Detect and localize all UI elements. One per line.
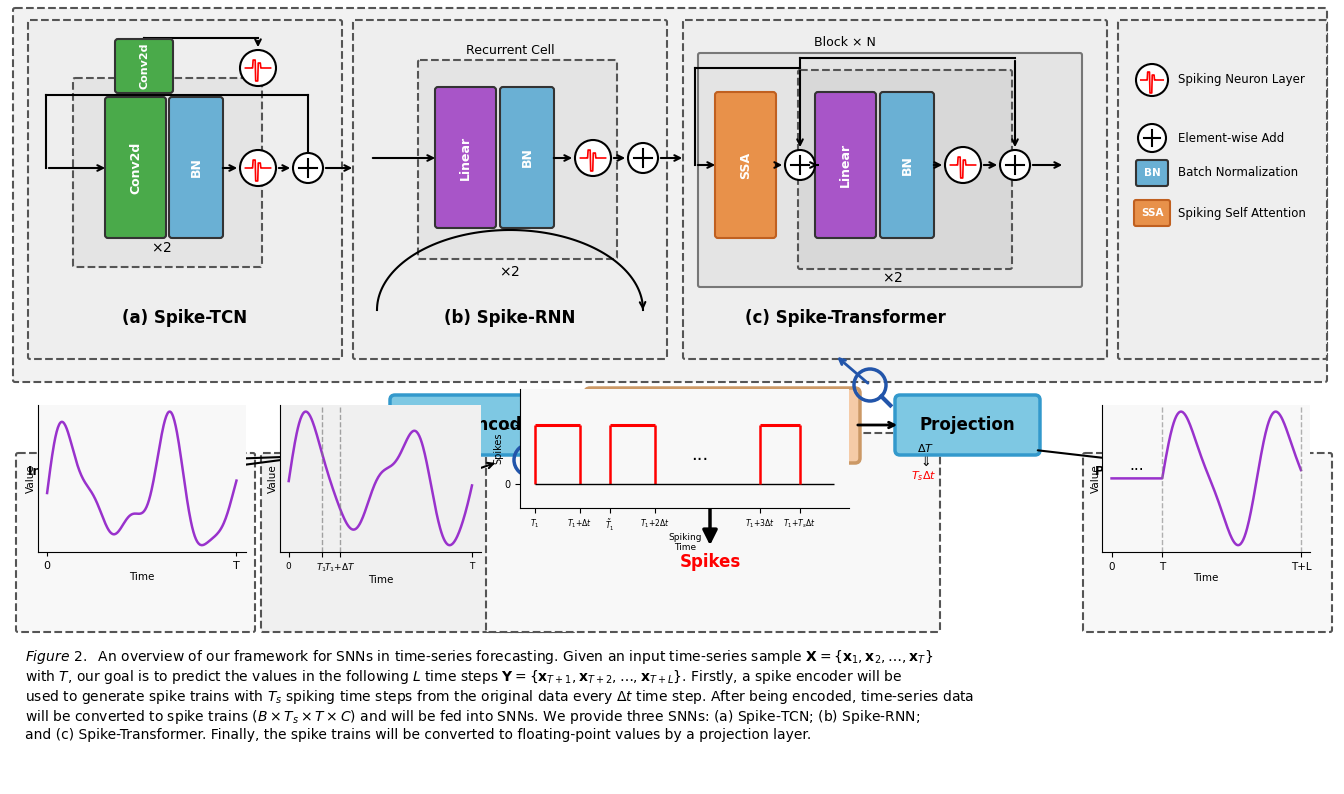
Text: (a) Spike-TCN: (a) Spike-TCN [122, 309, 247, 327]
Text: Projection: Projection [919, 416, 1015, 434]
Circle shape [293, 153, 323, 183]
Text: $\Delta T$: $\Delta T$ [918, 442, 934, 454]
Text: $\times$2: $\times$2 [152, 241, 172, 255]
FancyBboxPatch shape [585, 388, 860, 463]
FancyBboxPatch shape [435, 87, 496, 228]
FancyBboxPatch shape [698, 53, 1082, 287]
Text: Spiking Models: Spiking Models [621, 413, 824, 437]
FancyBboxPatch shape [353, 20, 667, 359]
Text: Conv2d: Conv2d [129, 141, 142, 194]
FancyBboxPatch shape [1136, 160, 1168, 186]
Text: $\times$2: $\times$2 [500, 265, 520, 279]
Circle shape [785, 150, 814, 180]
Text: with $T$, our goal is to predict the values in the following $L$ time steps $\ma: with $T$, our goal is to predict the val… [26, 668, 902, 686]
Y-axis label: Spikes: Spikes [493, 433, 503, 464]
FancyBboxPatch shape [715, 92, 775, 238]
Text: Prediction: Prediction [1095, 465, 1167, 478]
Text: Floating-point Data: Floating-point Data [637, 484, 784, 496]
Text: BN: BN [190, 157, 203, 177]
Circle shape [945, 147, 981, 183]
Text: $\Downarrow$: $\Downarrow$ [918, 456, 930, 468]
Text: SSA: SSA [739, 152, 753, 179]
Y-axis label: Value: Value [1091, 464, 1101, 493]
Circle shape [628, 143, 659, 173]
Circle shape [241, 50, 276, 86]
FancyBboxPatch shape [895, 395, 1040, 455]
Text: and (c) Spike-Transformer. Finally, the spike trains will be converted to floati: and (c) Spike-Transformer. Finally, the … [26, 728, 812, 742]
Text: SSA: SSA [1141, 208, 1164, 218]
Y-axis label: Value: Value [269, 464, 278, 493]
Text: Spikes: Spikes [679, 553, 741, 571]
FancyBboxPatch shape [73, 78, 262, 267]
FancyBboxPatch shape [683, 20, 1107, 359]
Y-axis label: Value: Value [27, 464, 36, 493]
Text: will be converted to spike trains ($B \times T_s \times T \times C$) and will be: will be converted to spike trains ($B \t… [26, 708, 921, 726]
FancyBboxPatch shape [418, 60, 617, 259]
Text: Spiking Self Attention: Spiking Self Attention [1177, 206, 1306, 219]
Text: Spike Encoder: Spike Encoder [409, 416, 542, 434]
Text: ...: ... [691, 445, 708, 464]
FancyBboxPatch shape [798, 70, 1012, 269]
Text: Conv
or
Delta: Conv or Delta [362, 484, 415, 539]
Circle shape [1136, 64, 1168, 96]
Text: BN: BN [1144, 168, 1160, 178]
Circle shape [575, 140, 612, 176]
Circle shape [241, 150, 276, 186]
Text: ...: ... [1129, 458, 1144, 473]
Text: Recurrent Cell: Recurrent Cell [465, 44, 554, 56]
X-axis label: Time: Time [368, 576, 392, 585]
FancyBboxPatch shape [28, 20, 341, 359]
Text: Conv2d: Conv2d [138, 43, 149, 89]
FancyBboxPatch shape [13, 8, 1327, 382]
Circle shape [1138, 124, 1167, 152]
Text: Block × N: Block × N [814, 36, 876, 48]
FancyBboxPatch shape [390, 395, 560, 455]
Circle shape [1000, 150, 1030, 180]
FancyBboxPatch shape [487, 433, 939, 632]
Text: Linear: Linear [460, 136, 472, 179]
FancyBboxPatch shape [1118, 20, 1327, 359]
Text: BN: BN [520, 148, 534, 168]
FancyBboxPatch shape [1134, 200, 1171, 226]
X-axis label: Time: Time [129, 572, 155, 582]
Text: $\it{Figure\ 2.}$  An overview of our framework for SNNs in time-series forecast: $\it{Figure\ 2.}$ An overview of our fra… [26, 648, 933, 666]
FancyBboxPatch shape [880, 92, 934, 238]
Text: $T_s\Delta t$: $T_s\Delta t$ [911, 469, 937, 483]
Text: $\times$2: $\times$2 [883, 271, 903, 285]
X-axis label: Time: Time [1193, 573, 1219, 583]
Text: BN: BN [900, 155, 914, 175]
Text: Batch Normalization: Batch Normalization [1177, 167, 1298, 179]
FancyBboxPatch shape [169, 97, 223, 238]
FancyBboxPatch shape [1083, 453, 1332, 632]
FancyBboxPatch shape [500, 87, 554, 228]
Text: (c) Spike-Transformer: (c) Spike-Transformer [745, 309, 945, 327]
FancyBboxPatch shape [105, 97, 167, 238]
Text: used to generate spike trains with $T_s$ spiking time steps from the original da: used to generate spike trains with $T_s$… [26, 688, 974, 706]
FancyBboxPatch shape [116, 39, 173, 93]
FancyBboxPatch shape [261, 453, 575, 632]
Text: Element-wise Add: Element-wise Add [1177, 132, 1285, 145]
FancyBboxPatch shape [16, 453, 255, 632]
Text: Input Time-series: Input Time-series [28, 465, 151, 478]
FancyBboxPatch shape [344, 478, 434, 544]
Text: (b) Spike-RNN: (b) Spike-RNN [445, 309, 575, 327]
FancyBboxPatch shape [814, 92, 876, 238]
X-axis label: Spiking
Time: Spiking Time [668, 533, 702, 553]
Text: Linear: Linear [839, 143, 852, 187]
Text: Spiking Neuron Layer: Spiking Neuron Layer [1177, 74, 1305, 87]
